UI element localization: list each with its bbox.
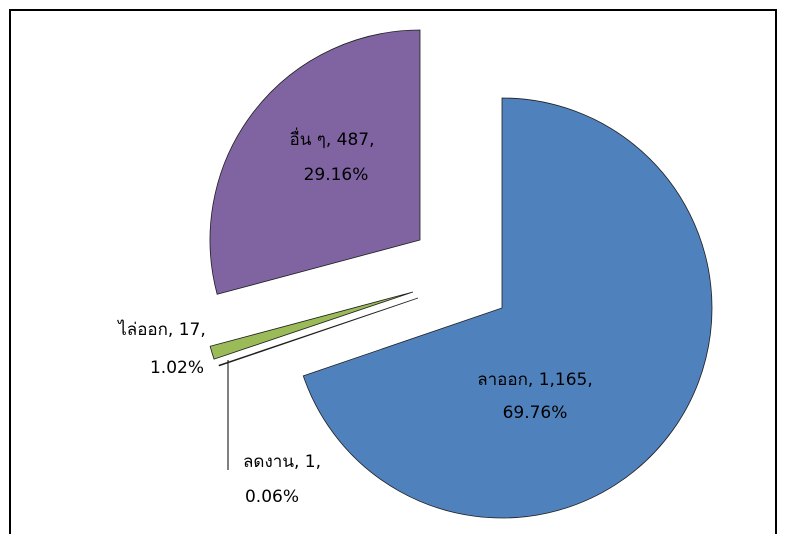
pie-slice [302, 97, 713, 519]
data-label: 1.02% [150, 358, 204, 378]
pie-slice [218, 297, 419, 367]
data-label: ไล่ออก, 17, [116, 319, 206, 340]
data-label: อื่น ๆ, 487, [289, 127, 374, 150]
data-label: ลดงาน, 1, [243, 452, 321, 472]
data-label: 29.16% [304, 165, 369, 185]
pie-slice [209, 29, 421, 295]
data-label: ลาออก, 1,165, [477, 370, 593, 390]
data-label: 0.06% [245, 487, 299, 507]
pie-slice [209, 291, 414, 360]
data-label: 69.76% [503, 403, 568, 423]
